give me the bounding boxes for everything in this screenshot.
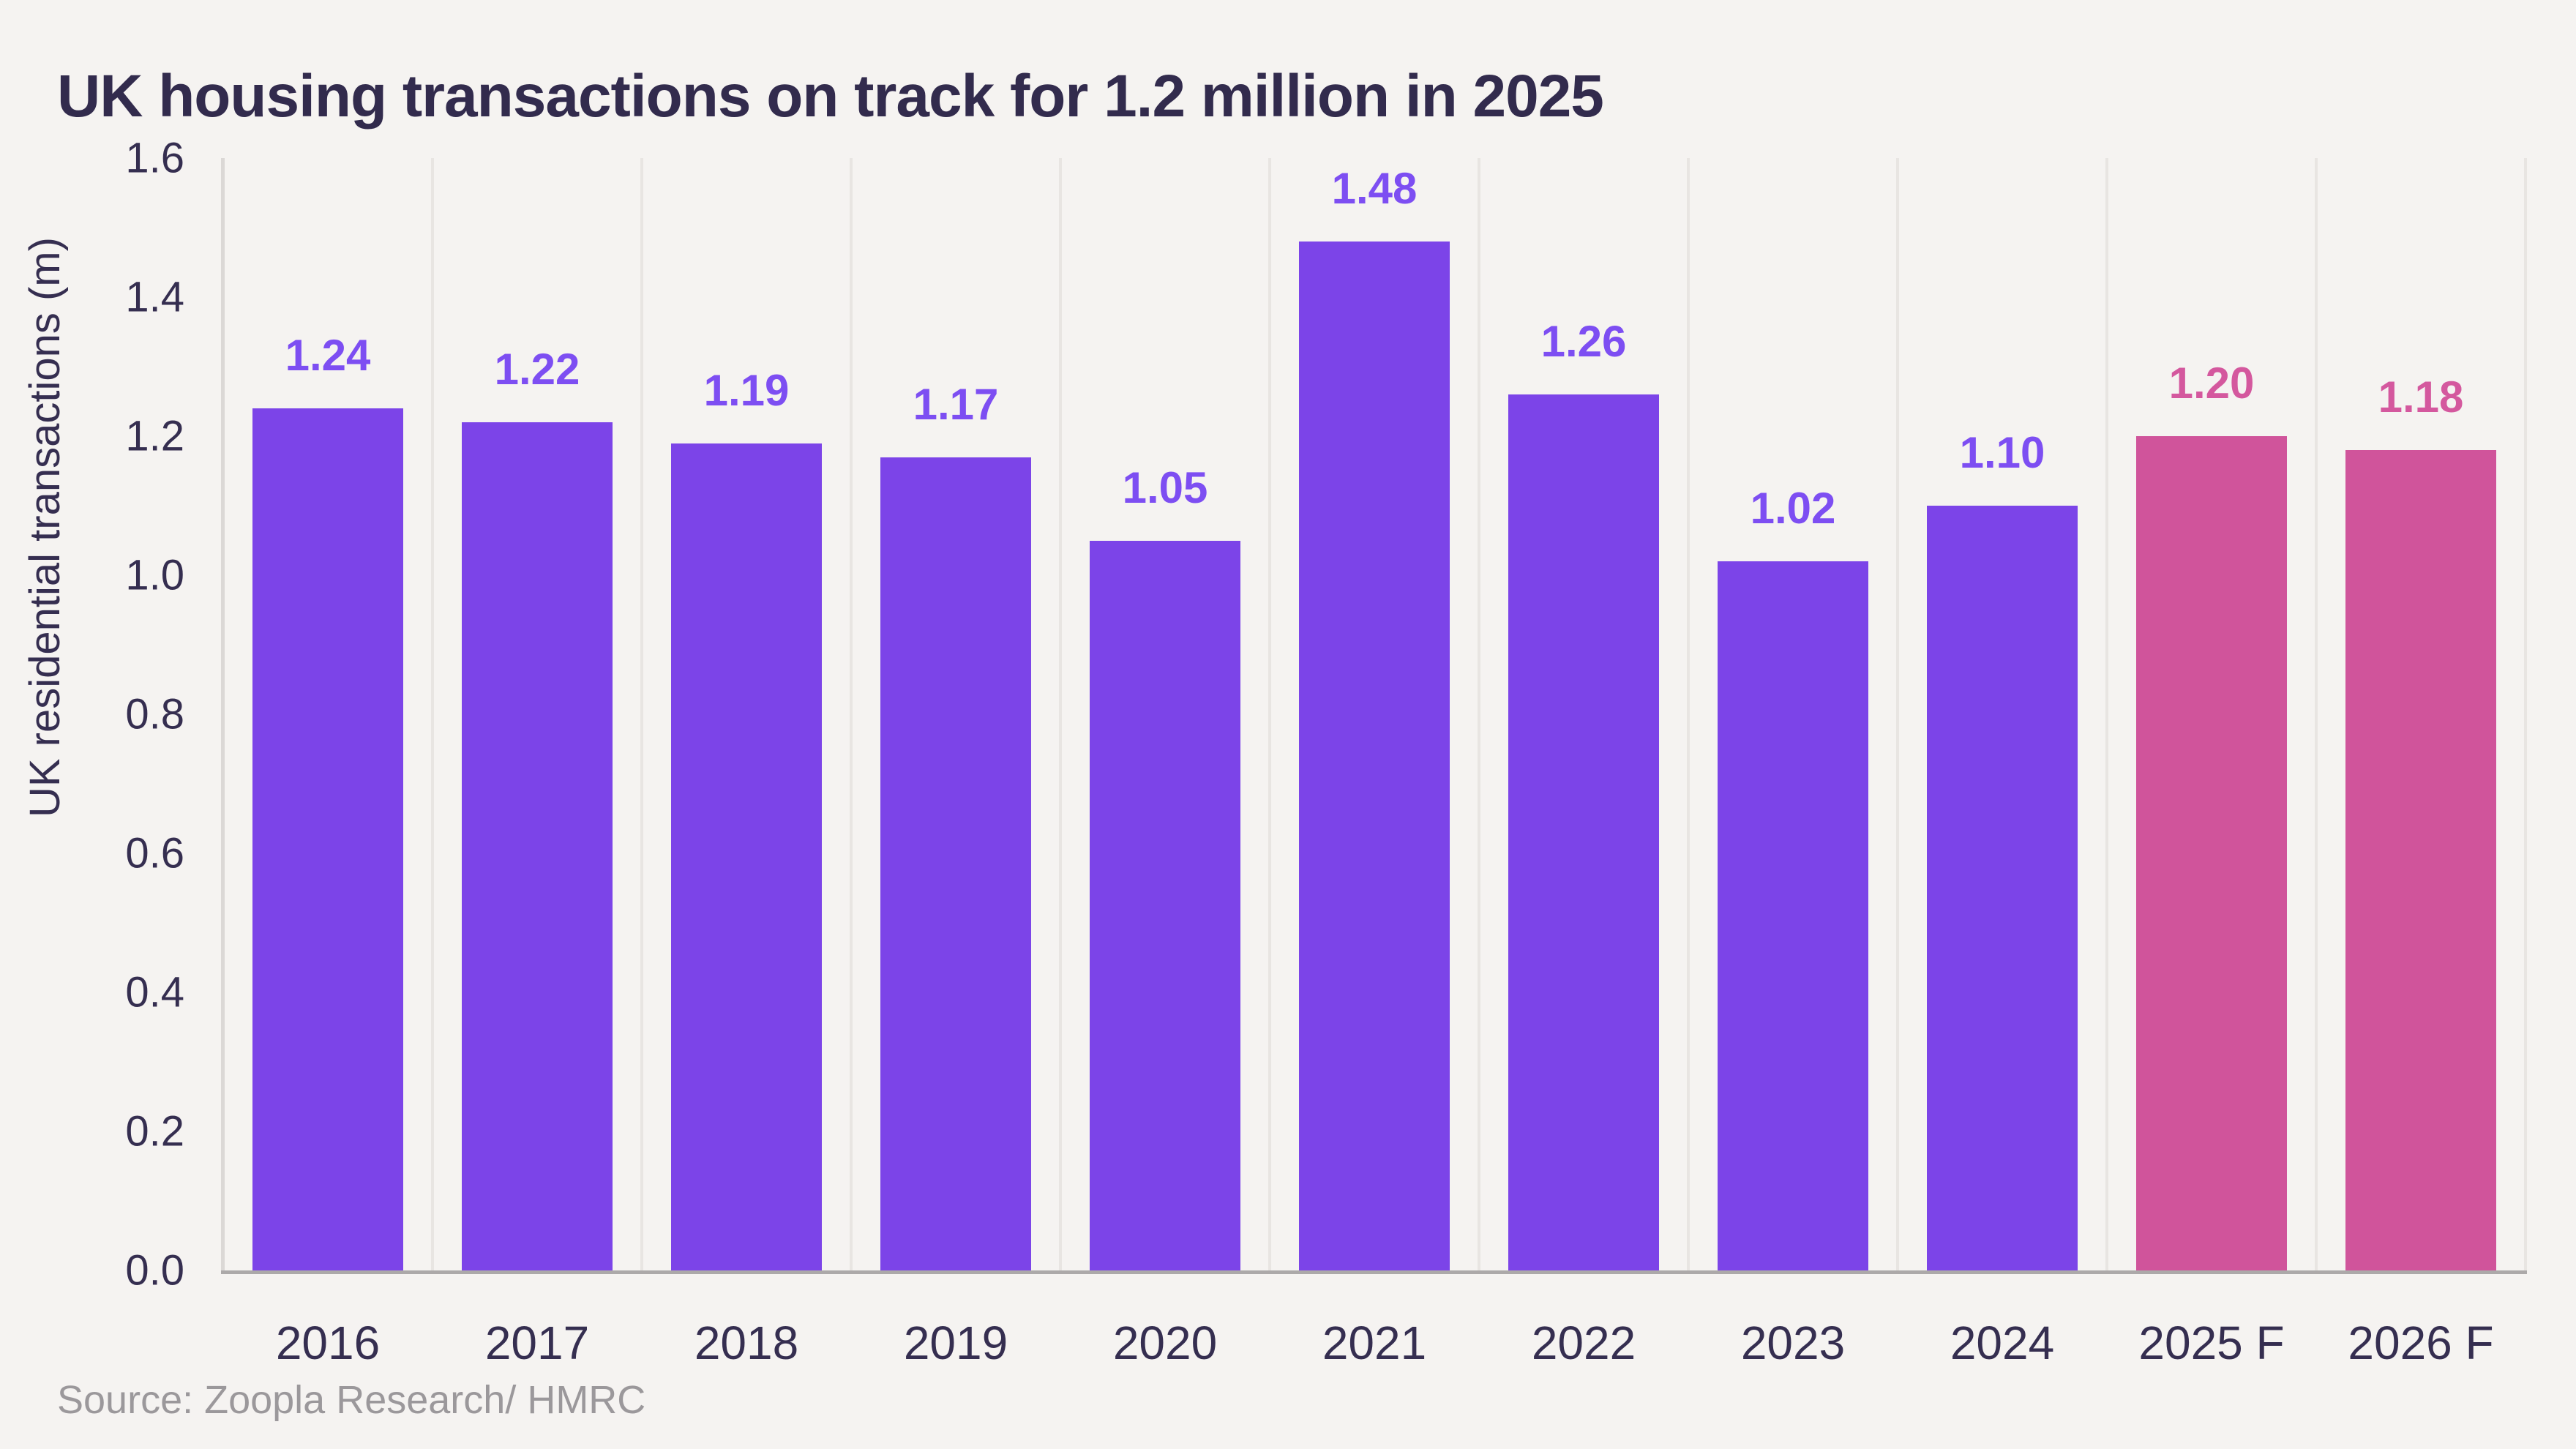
bar-2023 [1717,561,1869,1270]
bar-value-label: 1.05 [1122,463,1208,512]
x-axis-label: 2019 [903,1317,1008,1369]
bar-value-label: 1.02 [1750,484,1836,533]
x-axis-label: 2023 [1740,1317,1846,1369]
bar-value-label: 1.20 [2168,359,2255,408]
category-cell-2021: 1.48 2021 [1271,158,1480,1369]
x-axis-label: 2022 [1531,1317,1636,1369]
bar-series: 1.24 2016 1.22 2017 1.19 2018 1.17 2019 1.05 2020… [225,158,2527,1369]
bar-value-label: 1.22 [494,345,580,394]
plot-area: 0.0 0.2 0.4 0.6 0.8 1.0 1.2 1.4 1.6 1.24 2016 1.22… [125,135,2527,1369]
bar-value-label: 1.24 [285,331,371,380]
x-axis-line [221,1270,2527,1274]
bar-2020 [1089,540,1241,1270]
category-cell-2017: 1.22 2017 [434,158,643,1369]
category-cell-2022: 1.26 2022 [1480,158,1690,1369]
y-tick-label: 0.2 [125,1107,184,1156]
x-axis-label: 2017 [484,1317,590,1369]
x-axis-label: 2016 [275,1317,381,1369]
bar-2024 [1926,506,2078,1270]
bar-2018 [670,443,823,1270]
y-tick-label: 0.0 [125,1246,184,1295]
x-axis-label: 2018 [694,1317,799,1369]
source-note: Source: Zoopla Research/ HMRC [57,1378,646,1422]
category-cell-2026-f: 1.18 2026 F [2318,158,2527,1369]
bar-value-label: 1.18 [2378,372,2464,422]
bar-value-label: 1.17 [913,379,999,429]
category-cell-2024: 1.10 2024 [1899,158,2108,1369]
bar-value-label: 1.19 [703,365,790,415]
y-tick-label: 1.4 [125,273,184,321]
x-axis-label: 2024 [1950,1317,2055,1369]
y-tick-label: 0.8 [125,690,184,738]
bar-2022 [1508,394,1660,1270]
bar-2021 [1298,242,1450,1270]
x-axis-label: 2020 [1112,1317,1218,1369]
bar-2017 [461,422,613,1270]
category-cell-2018: 1.19 2018 [643,158,853,1369]
y-tick-label: 1.2 [125,412,184,460]
x-axis-label: 2025 F [2138,1317,2285,1369]
x-axis-label: 2021 [1322,1317,1427,1369]
x-axis-label: 2026 F [2348,1317,2494,1369]
y-tick-label: 0.4 [125,968,184,1016]
bar-2025-f [2135,436,2288,1270]
bar-2026-f [2345,450,2497,1270]
bar-2016 [252,408,404,1270]
bar-value-label: 1.10 [1959,428,2045,477]
category-cell-2020: 1.05 2020 [1062,158,1271,1369]
chart-title: UK housing transactions on track for 1.2… [57,62,1604,130]
category-cell-2019: 1.17 2019 [853,158,1062,1369]
bar-value-label: 1.26 [1540,317,1627,366]
category-cell-2023: 1.02 2023 [1690,158,1899,1369]
category-cell-2016: 1.24 2016 [225,158,434,1369]
y-tick-label: 1.6 [125,134,184,182]
y-tick-label: 0.6 [125,829,184,877]
category-cell-2025-f: 1.20 2025 F [2108,158,2318,1369]
bar-2019 [880,457,1032,1270]
y-tick-label: 1.0 [125,551,184,599]
bar-value-label: 1.48 [1331,164,1418,213]
y-axis-tick-labels: 0.0 0.2 0.4 0.6 0.8 1.0 1.2 1.4 1.6 [45,135,184,1295]
